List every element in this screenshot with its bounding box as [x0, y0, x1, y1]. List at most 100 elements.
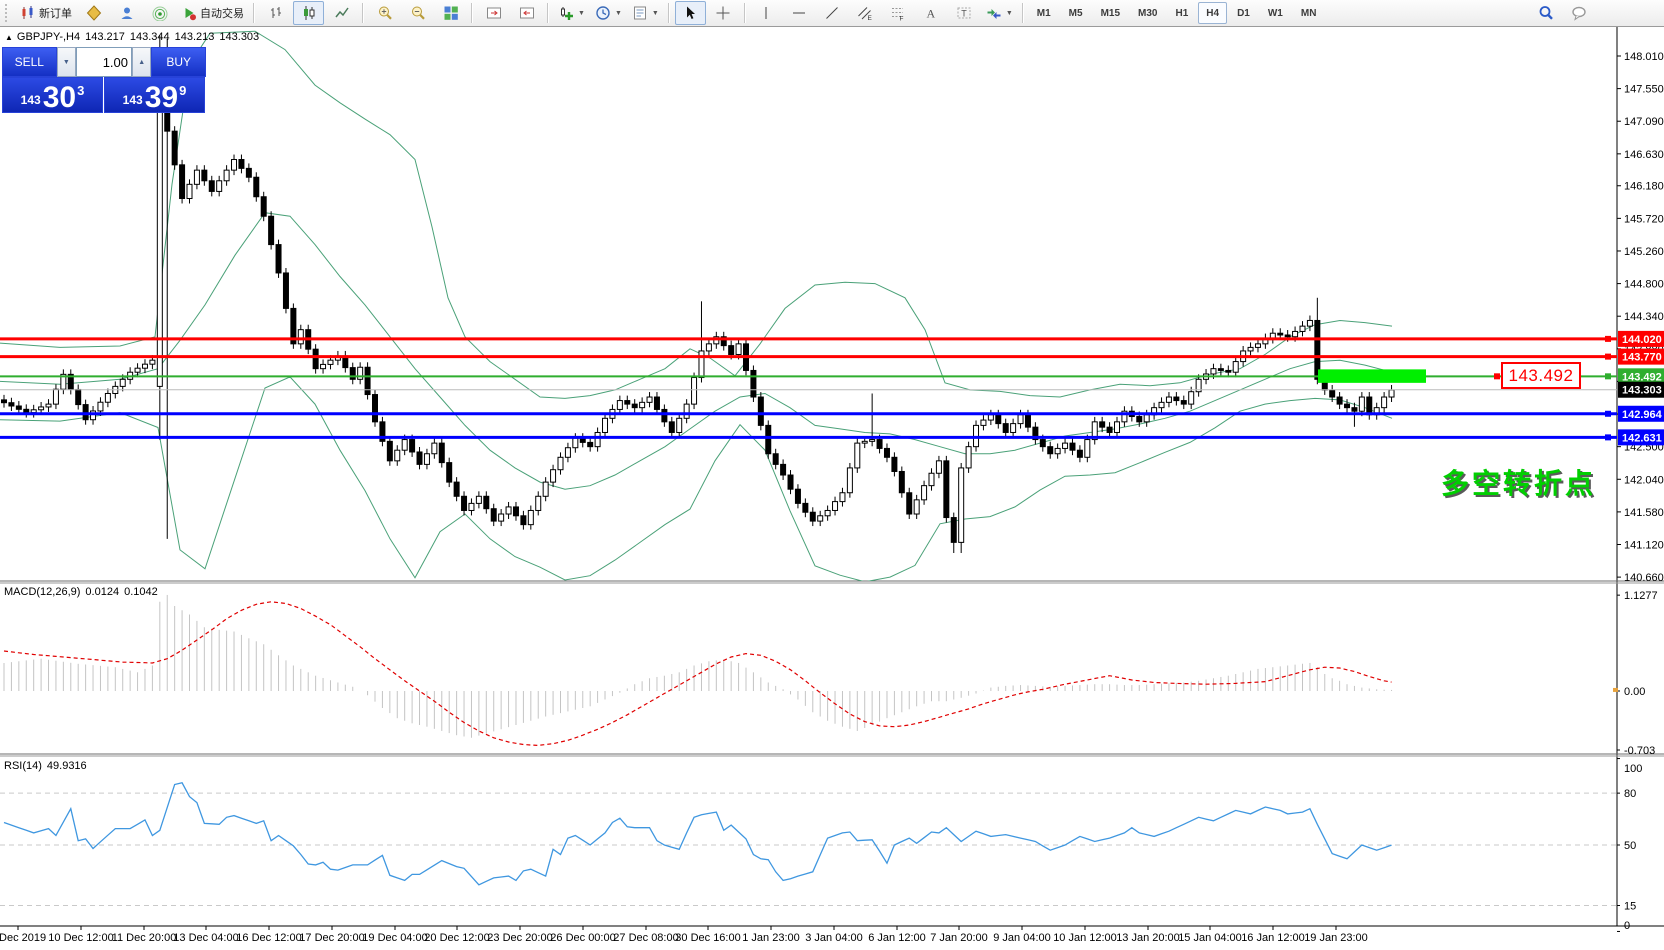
svg-text:144.800: 144.800 — [1624, 279, 1664, 291]
svg-text:80: 80 — [1624, 788, 1636, 800]
signals-button[interactable] — [144, 1, 175, 25]
community-button[interactable] — [111, 1, 142, 25]
svg-text:146.630: 146.630 — [1624, 149, 1664, 161]
svg-text:20 Dec 12:00: 20 Dec 12:00 — [424, 932, 489, 944]
sell-price-display[interactable]: 143 30 3 — [2, 77, 103, 113]
volume-input[interactable] — [76, 47, 132, 77]
new-chart-button[interactable]: ▼ — [554, 1, 589, 25]
highlight-rectangle[interactable] — [1318, 369, 1426, 383]
svg-text:16 Jan 12:00: 16 Jan 12:00 — [1241, 932, 1305, 944]
bar-chart-icon — [270, 7, 281, 18]
timeframe-m30[interactable]: M30 — [1138, 7, 1158, 19]
price-callout-box[interactable]: 143.492 — [1501, 362, 1581, 389]
new-order-button[interactable]: 新订单 — [16, 1, 76, 25]
label-button[interactable]: T — [949, 1, 980, 25]
svg-text:147.550: 147.550 — [1624, 84, 1664, 96]
chevron-down-icon: ▼ — [1005, 9, 1013, 17]
toolbar-separator — [1021, 3, 1024, 23]
buy-price-pip: 9 — [179, 83, 187, 98]
svg-text:1.1277: 1.1277 — [1624, 590, 1658, 602]
svg-text:145.720: 145.720 — [1624, 213, 1664, 225]
timeframe-h1[interactable]: H1 — [1175, 7, 1189, 19]
svg-text:146.180: 146.180 — [1624, 181, 1664, 193]
svg-text:0.00: 0.00 — [1624, 686, 1645, 698]
candlestick-chart-button[interactable] — [293, 1, 324, 25]
cursor-button[interactable] — [674, 1, 706, 25]
timeframe-m1[interactable]: M1 — [1036, 7, 1051, 19]
annotation-text[interactable]: 多空转折点 — [1441, 467, 1597, 500]
chat-button[interactable] — [1563, 1, 1594, 25]
buy-button[interactable]: BUY — [151, 47, 206, 77]
symbol-info-bar[interactable]: ▲ GBPJPY-,H4 143.217 143.344 143.213 143.303 — [5, 31, 264, 43]
zoom-out-button[interactable] — [402, 1, 433, 25]
macd-series — [3, 594, 1393, 747]
svg-text:13 Dec 04:00: 13 Dec 04:00 — [173, 932, 238, 944]
auto-scroll-button[interactable] — [511, 1, 542, 25]
callout-anchor[interactable] — [1494, 373, 1500, 380]
tile-windows-icon — [444, 6, 458, 20]
zoom-in-button[interactable] — [369, 1, 400, 25]
period-icon — [596, 6, 610, 20]
collapse-trade-panel-icon[interactable]: ▲ — [5, 33, 13, 42]
svg-text:26 Dec 00:00: 26 Dec 00:00 — [550, 932, 615, 944]
volume-decrease-button[interactable]: ▼ — [56, 47, 76, 77]
zoom-out-icon — [411, 6, 425, 20]
toolbar-separator — [471, 3, 473, 23]
svg-text:F: F — [900, 16, 904, 22]
signals-icon — [152, 6, 167, 21]
candlestick-chart-icon — [303, 6, 314, 20]
bar-chart-button[interactable] — [260, 1, 291, 25]
shapes-button[interactable]: ▼ — [982, 1, 1017, 25]
sell-button[interactable]: SELL — [2, 47, 57, 77]
volume-increase-button[interactable]: ▲ — [132, 47, 152, 77]
fibonacci-button[interactable]: F — [883, 1, 914, 25]
svg-text:15: 15 — [1624, 901, 1636, 913]
timeframe-m5[interactable]: M5 — [1068, 7, 1083, 19]
svg-text:19 Jan 23:00: 19 Jan 23:00 — [1304, 932, 1368, 944]
ohlc-close: 143.303 — [219, 31, 260, 43]
horizontal-line-button[interactable] — [784, 1, 815, 25]
line-chart-button[interactable] — [326, 1, 357, 25]
svg-text:148.010: 148.010 — [1624, 51, 1664, 63]
svg-text:143.492: 143.492 — [1622, 371, 1662, 383]
toolbar-separator — [743, 3, 746, 23]
period-button[interactable]: ▼ — [591, 1, 626, 25]
crosshair-button[interactable] — [708, 1, 739, 25]
timeframe-w1[interactable]: W1 — [1267, 7, 1283, 19]
svg-text:9 Dec 2019: 9 Dec 2019 — [0, 932, 46, 944]
market-button[interactable] — [78, 1, 109, 25]
svg-text:141.580: 141.580 — [1624, 507, 1664, 519]
svg-text:144.020: 144.020 — [1622, 334, 1662, 346]
zoom-in-icon — [378, 6, 392, 20]
search-button[interactable] — [1530, 1, 1561, 25]
chart-shift-button[interactable] — [478, 1, 509, 25]
svg-text:142.631: 142.631 — [1622, 432, 1662, 444]
rsi-value: 49.9316 — [46, 760, 87, 772]
timeframe-d1[interactable]: D1 — [1237, 7, 1250, 19]
shapes-icon — [987, 9, 1001, 19]
timeframe-h4[interactable]: H4 — [1198, 2, 1228, 24]
vertical-line-button[interactable] — [751, 1, 782, 25]
text-icon: A — [927, 7, 936, 21]
template-button[interactable]: ▼ — [628, 1, 663, 25]
channel-button[interactable]: E — [850, 1, 881, 25]
auto-trading-button[interactable]: 自动交易 — [177, 1, 248, 25]
rsi-series — [3, 782, 1392, 886]
text-button[interactable]: A — [916, 1, 947, 25]
buy-price-display[interactable]: 143 39 9 — [104, 77, 205, 113]
svg-text:30 Dec 16:00: 30 Dec 16:00 — [675, 932, 740, 944]
trendline-button[interactable] — [817, 1, 848, 25]
sell-price-prefix: 143 — [20, 93, 41, 107]
svg-text:10 Dec 12:00: 10 Dec 12:00 — [48, 932, 113, 944]
candlestick-series — [1, 35, 1395, 554]
timeframe-mn[interactable]: MN — [1300, 7, 1317, 19]
svg-text:17 Dec 20:00: 17 Dec 20:00 — [299, 932, 364, 944]
macd-axis: 1.1277 0.00 -0.703 — [1613, 590, 1658, 757]
buy-price-prefix: 143 — [122, 93, 143, 107]
ohlc-open: 143.217 — [85, 31, 125, 43]
tile-windows-button[interactable] — [435, 1, 466, 25]
timeframe-m15[interactable]: M15 — [1100, 7, 1121, 19]
